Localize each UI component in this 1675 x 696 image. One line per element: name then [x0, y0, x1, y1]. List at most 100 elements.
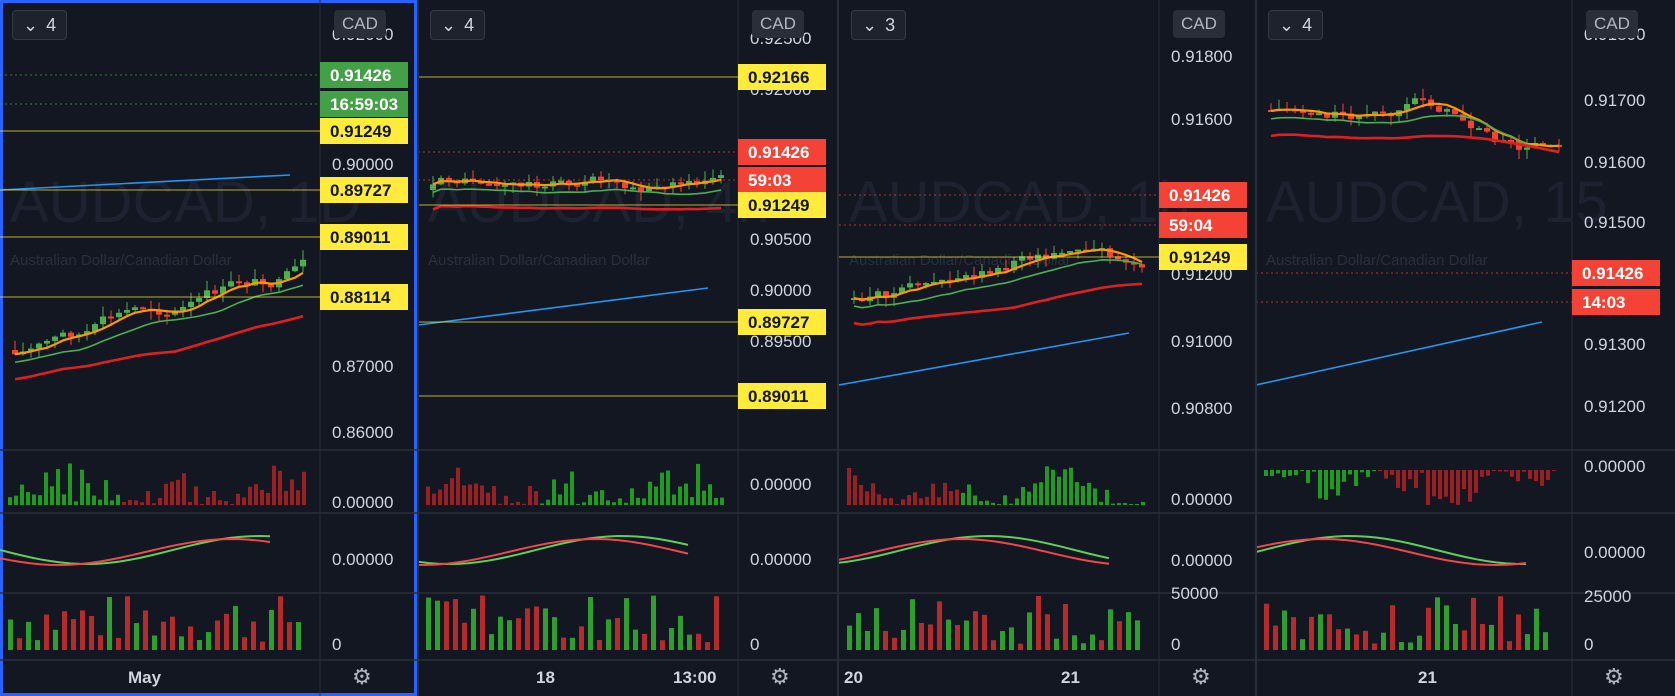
indicator-count: 3 — [885, 15, 896, 35]
currency-badge[interactable]: CAD — [1586, 10, 1638, 38]
histogram-bar — [194, 486, 198, 505]
volume-bar — [471, 608, 476, 650]
histogram-bar — [1438, 470, 1442, 500]
indicator-legend-toggle[interactable]: ⌄ 4 — [430, 10, 486, 40]
volume-bar — [955, 624, 960, 650]
histogram-bar — [678, 486, 682, 505]
gear-icon[interactable]: ⚙ — [770, 664, 790, 689]
chevron-down-icon[interactable]: ⌄ — [23, 15, 39, 35]
price-label: 0.91249 — [748, 196, 809, 215]
price-label-box[interactable] — [1159, 244, 1247, 270]
candle — [164, 314, 170, 317]
volume-bar — [1036, 596, 1041, 650]
histogram-bar — [955, 489, 959, 505]
price-tick-label: 0.91500 — [1584, 213, 1645, 232]
pane-splitter[interactable] — [1255, 0, 1257, 696]
moving-average-line — [14, 314, 304, 381]
price-tick-label: 0.91000 — [1171, 332, 1232, 351]
chevron-down-icon[interactable]: ⌄ — [441, 15, 457, 35]
chart-pane-4[interactable]: AUDCAD, 15 Australian Dollar/Canadian Dol… — [1256, 0, 1675, 696]
histogram-bar — [714, 497, 718, 505]
gear-icon[interactable]: ⚙ — [352, 664, 372, 689]
candle — [1324, 113, 1330, 118]
price-label-box[interactable] — [738, 64, 826, 90]
histogram-bar — [50, 486, 54, 505]
histogram-bar — [1306, 470, 1310, 483]
indicator-legend-toggle[interactable]: ⌄ 4 — [12, 10, 68, 40]
chart-canvas[interactable]: AUDCAD, 15 Australian Dollar/Canadian Dol… — [1256, 0, 1675, 696]
histogram-bar — [260, 489, 264, 505]
candle — [220, 286, 226, 294]
histogram-bar — [68, 463, 72, 505]
price-label-box[interactable] — [1572, 289, 1660, 315]
price-label-box[interactable] — [320, 118, 408, 144]
histogram-bar — [498, 503, 502, 505]
volume-bar — [579, 626, 584, 650]
gear-icon[interactable]: ⚙ — [1604, 664, 1624, 689]
volume-bar — [883, 630, 888, 650]
volume-bar — [1273, 625, 1278, 650]
histogram-bar — [272, 465, 276, 505]
gear-icon[interactable]: ⚙ — [1191, 664, 1211, 689]
price-label-box[interactable] — [320, 284, 408, 310]
currency-badge[interactable]: CAD — [752, 10, 804, 38]
volume-bar — [1453, 624, 1458, 650]
currency-badge[interactable]: CAD — [1173, 10, 1225, 38]
price-label-box[interactable] — [320, 91, 408, 117]
volume-bar — [1390, 605, 1395, 650]
chevron-down-icon[interactable]: ⌄ — [1279, 15, 1295, 35]
price-label-box[interactable] — [738, 139, 826, 165]
price-label-box[interactable] — [320, 177, 408, 203]
volume-bar — [624, 598, 629, 650]
volume-bar — [633, 629, 638, 650]
indicator-legend-toggle[interactable]: ⌄ 3 — [851, 10, 907, 40]
chevron-down-icon[interactable]: ⌄ — [862, 15, 878, 35]
indicator-count: 4 — [464, 15, 475, 35]
candle — [92, 324, 98, 332]
histogram-bar — [1057, 476, 1061, 505]
volume-bar — [197, 640, 202, 650]
indicator-legend-toggle[interactable]: ⌄ 4 — [1268, 10, 1324, 40]
chart-pane-3[interactable]: AUDCAD, 1h Australian Dollar/Canadian Dol… — [839, 0, 1255, 696]
price-label-box[interactable] — [320, 224, 408, 250]
pane-splitter[interactable] — [417, 0, 419, 696]
price-label-box[interactable] — [738, 192, 826, 218]
candle — [987, 271, 993, 274]
price-label-box[interactable] — [738, 167, 826, 193]
price-label-box[interactable] — [320, 62, 408, 88]
candle — [292, 266, 298, 272]
chart-pane-2[interactable]: AUDCAD, 4h Australian Dollar/Canadian Dol… — [418, 0, 837, 696]
histogram-bar — [80, 469, 84, 505]
histogram-bar — [1111, 503, 1115, 505]
volume-bar — [296, 622, 301, 650]
histogram-bar — [1456, 470, 1460, 505]
candle — [1075, 249, 1081, 252]
histogram-bar — [1384, 470, 1388, 479]
histogram-bar — [943, 482, 947, 505]
candle — [875, 291, 881, 297]
histogram-bar — [254, 484, 258, 505]
price-label-box[interactable] — [738, 309, 826, 335]
price-label-box[interactable] — [1159, 182, 1247, 208]
histogram-bar — [1270, 470, 1274, 476]
candle — [124, 310, 130, 313]
histogram-bar — [690, 497, 694, 505]
currency-badge[interactable]: CAD — [334, 10, 386, 38]
histogram-bar — [62, 494, 66, 505]
price-label-box[interactable] — [1572, 260, 1660, 286]
chart-pane-1[interactable]: AUDCAD, 1D Australian Dollar/Canadian Dol… — [0, 0, 417, 696]
volume-bar — [1117, 621, 1122, 650]
volume-bar — [1345, 628, 1350, 650]
histogram-bar — [702, 490, 706, 505]
price-tick-label: 0.91600 — [1584, 153, 1645, 172]
candle — [236, 281, 242, 284]
pane-splitter[interactable] — [837, 0, 839, 696]
histogram-bar — [666, 470, 670, 505]
price-label-box[interactable] — [1159, 212, 1247, 238]
histogram-bar — [468, 484, 472, 505]
price-label-box[interactable] — [738, 383, 826, 409]
signal-line — [839, 538, 1110, 565]
